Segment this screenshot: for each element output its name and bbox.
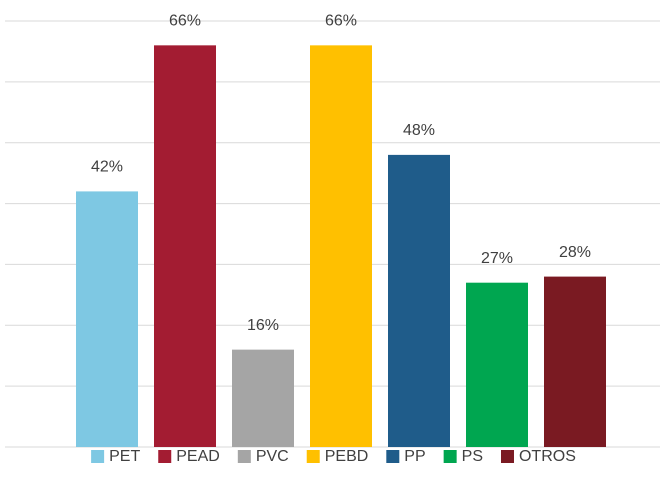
bar bbox=[388, 154, 450, 447]
legend-swatch bbox=[443, 450, 457, 463]
legend-label: PEBD bbox=[325, 448, 369, 465]
data-label: 66% bbox=[169, 13, 201, 30]
bar bbox=[466, 282, 528, 447]
data-label: 48% bbox=[403, 122, 435, 139]
data-label: 16% bbox=[247, 317, 279, 334]
legend-label: OTROS bbox=[519, 448, 576, 465]
legend-swatch bbox=[237, 450, 251, 463]
data-label: 27% bbox=[481, 250, 513, 267]
bar bbox=[76, 191, 138, 447]
legend-swatch bbox=[91, 450, 105, 463]
legend-label: PEAD bbox=[176, 448, 220, 465]
legend-swatch bbox=[386, 450, 400, 463]
bar bbox=[310, 45, 372, 447]
bar bbox=[544, 276, 606, 447]
bar bbox=[232, 349, 294, 447]
legend-swatch bbox=[158, 450, 172, 463]
legend-label: PET bbox=[109, 448, 140, 465]
legend-swatch bbox=[500, 450, 514, 463]
data-label: 66% bbox=[325, 13, 357, 30]
legend-swatch bbox=[306, 450, 320, 463]
bar bbox=[154, 45, 216, 447]
legend-label: PP bbox=[404, 448, 425, 465]
legend-label: PS bbox=[462, 448, 483, 465]
legend-label: PVC bbox=[256, 448, 289, 465]
data-label: 42% bbox=[91, 159, 123, 176]
data-label: 28% bbox=[559, 244, 591, 261]
